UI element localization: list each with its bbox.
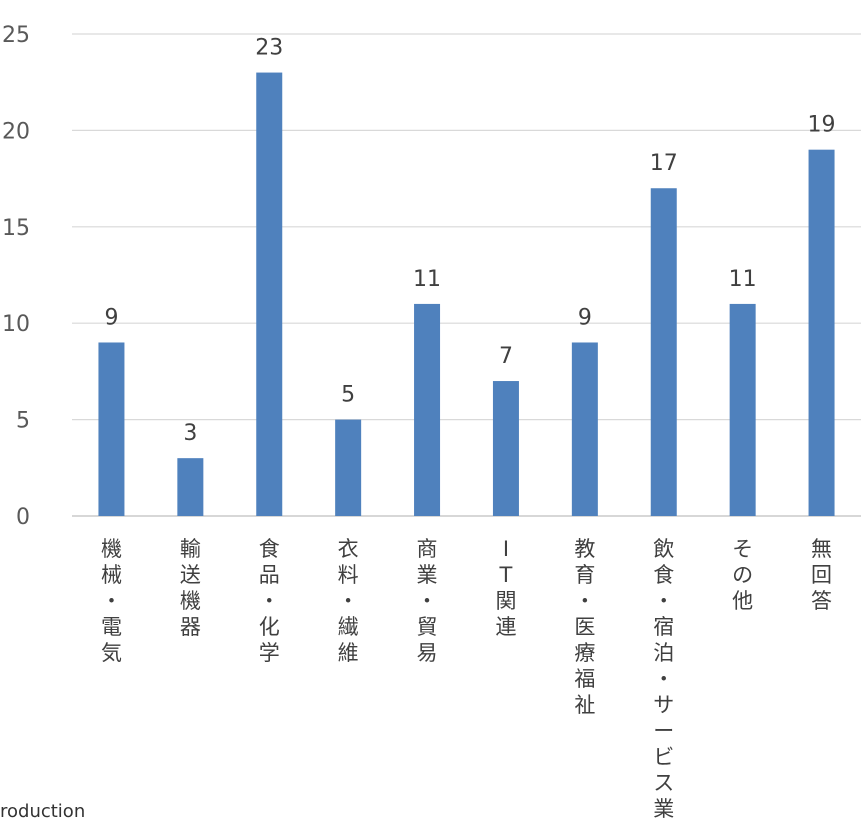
x-tick-label: 食品・化学 [259, 537, 280, 665]
data-label: 17 [650, 151, 678, 176]
x-tick-label: 教育・医療福祉 [574, 537, 595, 717]
footnote-text: roduction [0, 801, 86, 822]
x-tick-label: I T 関連 [495, 537, 516, 639]
bar [98, 342, 125, 516]
data-label: 9 [578, 305, 592, 330]
y-tick-label: 25 [2, 23, 30, 48]
bar [571, 342, 598, 516]
x-tick-label: 商業・貿易 [417, 537, 438, 665]
y-tick-label: 10 [2, 312, 30, 337]
y-tick-label: 5 [16, 409, 30, 434]
bar [492, 381, 519, 516]
bar [414, 303, 441, 516]
bar [650, 188, 677, 517]
y-axis: 0 5 10 15 20 25 [2, 23, 30, 530]
bar [177, 458, 204, 516]
bars [98, 72, 835, 517]
y-tick-label: 0 [16, 505, 30, 530]
data-label: 11 [729, 267, 757, 292]
data-label: 19 [808, 113, 836, 138]
data-label: 5 [341, 383, 355, 408]
bar [256, 72, 283, 516]
x-axis: 機械・電気 輸送機器 食品・化学 衣料・繊維 商業・貿易 I T 関連 教育・医療福祉 飲食・宿泊… [101, 537, 832, 821]
data-label: 9 [104, 305, 118, 330]
data-label: 11 [413, 267, 441, 292]
y-tick-label: 15 [2, 216, 30, 241]
data-label: 7 [499, 344, 513, 369]
gridlines [72, 33, 861, 517]
x-tick-label: 輸送機器 [180, 537, 201, 639]
x-tick-label: その他 [732, 537, 753, 613]
x-tick-label: 飲食・宿泊・サービス業 [653, 537, 674, 821]
bar [335, 419, 362, 516]
bar [729, 303, 756, 516]
data-labels: 9 3 23 5 11 7 9 17 11 19 [104, 36, 835, 447]
x-tick-label: 無回答 [811, 537, 832, 613]
x-tick-label: 機械・電気 [101, 537, 122, 665]
bar [808, 149, 835, 516]
data-label: 23 [255, 36, 283, 61]
x-tick-label: 衣料・繊維 [338, 537, 359, 665]
y-tick-label: 20 [2, 119, 30, 144]
data-label: 3 [183, 421, 197, 446]
